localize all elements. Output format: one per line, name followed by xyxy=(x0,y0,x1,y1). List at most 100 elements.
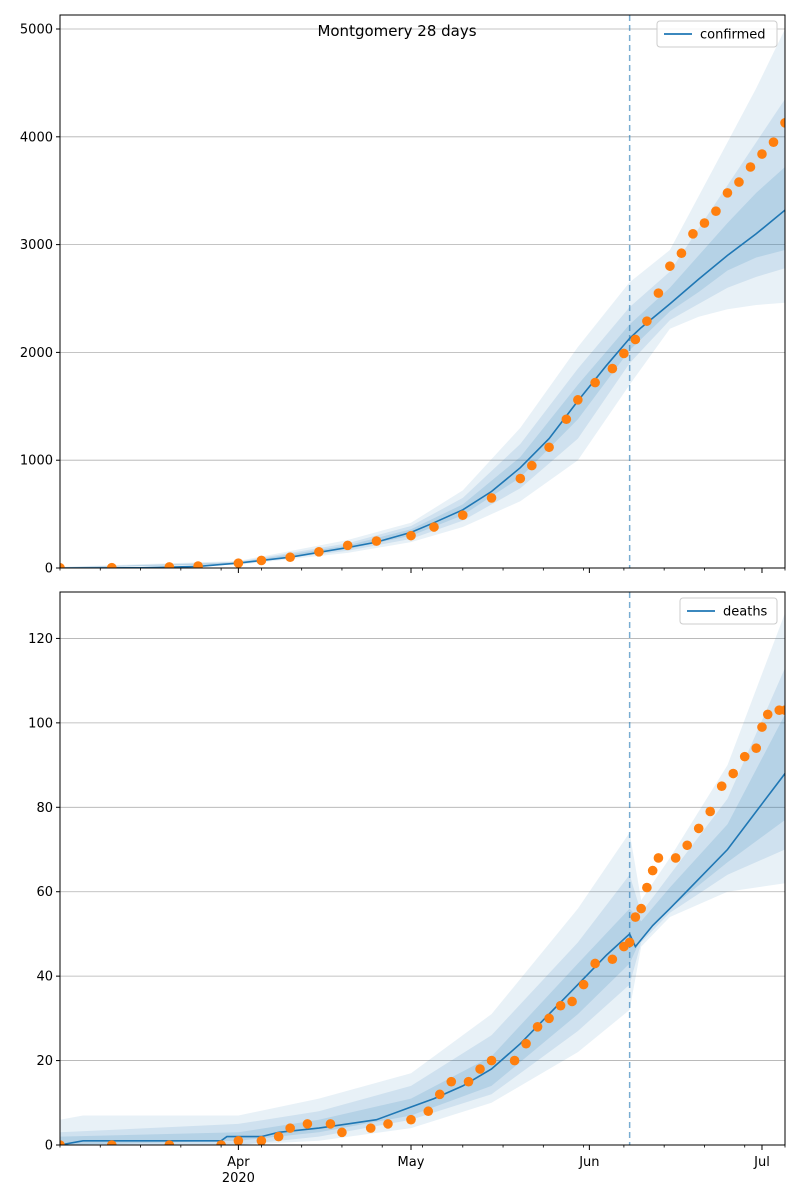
uncertainty-band-outer xyxy=(60,613,785,1145)
observed-point xyxy=(106,1140,117,1145)
observed-point xyxy=(285,1123,295,1133)
observed-point xyxy=(693,823,704,834)
observed-point xyxy=(739,751,750,762)
observed-point xyxy=(636,903,646,914)
observed-point xyxy=(578,979,589,990)
observed-point xyxy=(688,229,698,239)
xtick-label: May xyxy=(398,1155,425,1170)
observed-point xyxy=(716,781,727,791)
legend: confirmed xyxy=(656,20,778,48)
observed-point xyxy=(630,912,641,922)
observed-point xyxy=(544,442,554,453)
observed-point xyxy=(256,555,267,566)
observed-point xyxy=(365,1123,376,1133)
ytick-label: 80 xyxy=(36,801,53,816)
observed-point xyxy=(561,414,572,425)
observed-point xyxy=(164,1140,175,1145)
observed-point xyxy=(434,1089,445,1100)
observed-point xyxy=(527,460,537,471)
observed-point xyxy=(521,1038,531,1049)
observed-point xyxy=(532,1022,543,1032)
observed-point xyxy=(780,705,785,715)
ytick-label: 60 xyxy=(36,885,53,900)
legend-box xyxy=(679,597,778,625)
uncertainty-band-inner xyxy=(60,167,785,568)
observed-point xyxy=(745,162,756,172)
chart-title: Montgomery 28 days xyxy=(317,22,476,40)
observed-point xyxy=(642,316,652,326)
observed-point xyxy=(256,1135,267,1145)
ytick-label: 120 xyxy=(28,632,53,647)
observed-point xyxy=(711,206,721,216)
ytick-label: 0 xyxy=(45,1139,53,1154)
observed-point xyxy=(699,218,710,228)
observed-point xyxy=(768,137,779,148)
observed-point xyxy=(106,562,117,568)
observed-point xyxy=(757,149,767,159)
ytick-label: 4000 xyxy=(20,130,53,145)
legend-box xyxy=(656,20,778,48)
observed-point xyxy=(463,1076,474,1087)
confirmed-panel: 0 1000 2000 3000 4000 5000 Montgomery 28 days c… xyxy=(20,14,786,577)
observed-point xyxy=(734,177,744,187)
observed-point xyxy=(682,840,692,851)
observed-point xyxy=(515,473,526,484)
observed-point xyxy=(728,768,739,779)
legend: deaths xyxy=(679,597,778,625)
observed-point xyxy=(486,1055,497,1066)
observed-point xyxy=(705,806,715,817)
ytick-label: 5000 xyxy=(20,23,53,38)
observed-point xyxy=(302,1119,313,1129)
observed-point xyxy=(273,1131,284,1142)
observed-point xyxy=(607,363,618,374)
observed-point xyxy=(429,522,439,532)
legend-label: deaths xyxy=(723,605,768,620)
observed-point xyxy=(423,1106,434,1117)
uncertainty-band-inner xyxy=(60,714,785,1145)
observed-point xyxy=(676,248,687,259)
observed-point xyxy=(475,1064,485,1074)
observed-point xyxy=(342,540,353,551)
observed-point xyxy=(371,536,382,546)
ytick-label: 3000 xyxy=(20,238,53,253)
observed-point xyxy=(653,853,664,863)
observed-point xyxy=(314,547,324,557)
observed-point xyxy=(670,853,681,863)
ytick-label: 1000 xyxy=(20,454,53,469)
observed-point xyxy=(751,743,762,753)
observed-point xyxy=(757,722,767,732)
observed-point xyxy=(383,1119,393,1129)
legend-label: confirmed xyxy=(700,28,766,43)
observed-point xyxy=(486,493,497,503)
observed-point xyxy=(164,562,175,568)
deaths-panel: 0 20 40 60 80 100 120 Apr May Jun Jul 2020 deaths xyxy=(28,591,786,1186)
observed-point xyxy=(590,377,600,388)
observed-point xyxy=(555,1000,566,1011)
observed-point xyxy=(665,261,675,271)
observed-point xyxy=(630,334,641,345)
observed-point xyxy=(762,709,773,720)
ytick-label: 0 xyxy=(45,562,53,577)
observed-point xyxy=(624,937,635,948)
ytick-label: 2000 xyxy=(20,346,53,361)
observed-point xyxy=(60,562,65,568)
ytick-label: 40 xyxy=(36,970,53,985)
observed-point xyxy=(780,117,785,128)
observed-point xyxy=(285,552,295,563)
observed-point xyxy=(653,288,664,298)
observed-point xyxy=(233,1135,244,1145)
observed-point xyxy=(233,558,244,568)
observed-point xyxy=(544,1013,554,1024)
observed-point xyxy=(509,1055,520,1066)
observed-point xyxy=(60,1140,65,1145)
observed-point xyxy=(722,188,733,198)
observed-point xyxy=(406,1114,416,1125)
observed-point xyxy=(607,954,618,965)
observed-point xyxy=(406,530,416,541)
ytick-label: 20 xyxy=(36,1054,53,1069)
observed-point xyxy=(337,1127,347,1138)
observed-point xyxy=(325,1119,336,1129)
uncertainty-band-outer xyxy=(60,29,785,568)
uncertainty-band-middle xyxy=(60,99,785,568)
